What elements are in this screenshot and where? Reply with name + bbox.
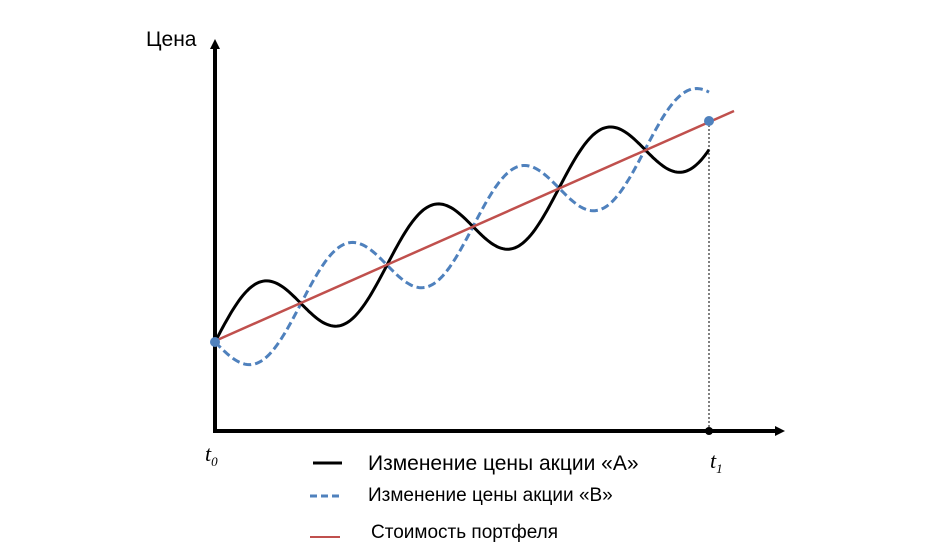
- y-axis-label: Цена: [146, 28, 197, 51]
- t1-axis-dot: [705, 427, 713, 435]
- legend: Изменение цены акции «А» Изменение цены …: [310, 452, 639, 543]
- x-tick-t1: t1: [710, 448, 723, 476]
- portfolio-line: [214, 109, 735, 343]
- series-a-line: [213, 125, 711, 343]
- legend-label-b: Изменение цены акции «В»: [368, 485, 613, 506]
- x-tick-t0: t0: [205, 441, 218, 469]
- legend-label-a: Изменение цены акции «А»: [368, 452, 639, 475]
- legend-label-portfolio: Стоимость портфеля: [371, 522, 558, 543]
- series-b-line: [213, 86, 710, 367]
- end-point: [704, 116, 714, 126]
- start-point: [210, 337, 220, 347]
